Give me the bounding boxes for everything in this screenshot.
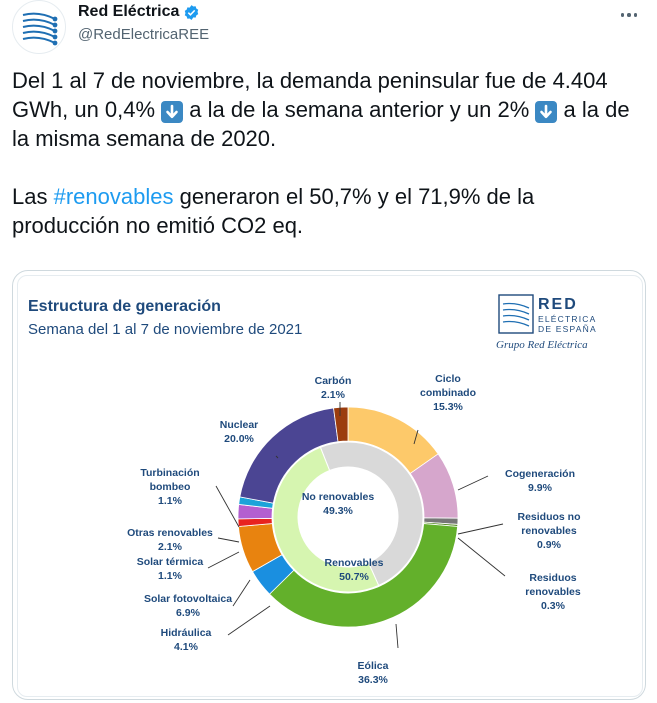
value-turbinacion-bombeo: 1.1%: [158, 495, 183, 507]
leader-line-turbinacion-bombeo: [215, 485, 240, 528]
label-carbon: Carbón: [315, 375, 352, 387]
leader-line-eolica: [395, 623, 399, 649]
ree-grid-icon: [498, 294, 534, 334]
leader-line-ciclo-combinado: [413, 429, 419, 445]
logo-text-red: RED: [538, 296, 578, 313]
name-line: Red Eléctrica: [78, 3, 200, 21]
label-turbinacion-bombeo-line2: bombeo: [150, 481, 191, 493]
ree-logo-icon: [22, 12, 58, 46]
leader-line-cogeneracion: [457, 475, 489, 491]
value-otras-renovables: 2.1%: [158, 541, 183, 553]
inner-label-renovables: Renovables: [325, 557, 384, 569]
label-residuos-no-renovables-line2: renovables: [521, 525, 577, 537]
slice-eolica: [268, 523, 459, 628]
inner-value-renovables: 50.7%: [339, 571, 369, 583]
tweet-header: Red Eléctrica @RedElectricaREE: [12, 0, 645, 56]
slice-carbon: [333, 406, 349, 443]
avatar[interactable]: [12, 0, 66, 54]
label-nuclear: Nuclear: [220, 419, 259, 431]
label-residuos-renovables-line1: Residuos: [529, 572, 576, 584]
value-cogeneracion: 9.9%: [528, 482, 553, 494]
leader-line-nuclear: [275, 455, 279, 459]
label-residuos-no-renovables-line1: Residuos no: [517, 511, 580, 523]
donut-chart: No renovables 49.3% Renovables 50.7% Ciclo co…: [127, 373, 581, 686]
ree-brand-logo: RED ELÉCTRICA DE ESPAÑA Grupo Red Eléctr…: [496, 290, 636, 351]
slice-inner-renovables: [272, 446, 380, 593]
down-arrow-icon: [161, 101, 184, 123]
tweet-text-segment: a la de la misma semana de 2020.: [12, 97, 630, 151]
label-residuos-renovables-line2: renovables: [525, 586, 581, 598]
chart-title: Estructura de generación: [28, 298, 221, 315]
label-otras-renovables: Otras renovables: [127, 527, 213, 539]
value-residuos-renovables: 0.3%: [541, 600, 566, 612]
label-cogeneracion: Cogeneración: [505, 468, 575, 480]
slice-inner-no-renovables: [319, 441, 424, 587]
display-name[interactable]: Red Eléctrica: [78, 3, 180, 20]
leader-line-residuos-renovables: [457, 537, 506, 577]
label-solar-fotovoltaica: Solar fotovoltaica: [144, 593, 232, 605]
label-ciclo-combinado-line2: combinado: [420, 387, 476, 399]
tweet-paragraph-1: Del 1 al 7 de noviembre, la demanda peni…: [12, 66, 642, 153]
tweet-media[interactable]: Estructura de generación Semana del 1 al…: [12, 270, 646, 700]
value-solar-termica: 1.1%: [158, 570, 183, 582]
down-arrow-icon: [535, 101, 558, 123]
value-ciclo-combinado: 15.3%: [433, 401, 463, 413]
value-eolica: 36.3%: [358, 674, 388, 686]
leader-line-otras-renovables: [217, 537, 240, 543]
tweet-text-segment: Las: [12, 184, 54, 209]
value-residuos-no-renovables: 0.9%: [537, 539, 562, 551]
leader-line-residuos-no-renovables: [457, 523, 504, 535]
label-turbinacion-bombeo-line1: Turbinación: [140, 467, 199, 479]
value-hidraulica: 4.1%: [174, 641, 199, 653]
hashtag-link[interactable]: #renovables: [53, 184, 174, 209]
value-nuclear: 20.0%: [224, 433, 254, 445]
tweet-text: Del 1 al 7 de noviembre, la demanda peni…: [12, 66, 642, 240]
leader-line-solar-termica: [207, 551, 240, 569]
inner-label-no-renovables: No renovables: [302, 491, 375, 503]
handle[interactable]: @RedElectricaREE: [78, 26, 210, 43]
label-eolica: Eólica: [358, 660, 389, 672]
inner-value-no-renovables: 49.3%: [323, 505, 353, 517]
label-hidraulica: Hidráulica: [161, 627, 212, 639]
tweet-text-segment: Del 1 al 7 de noviembre, la demanda peni…: [12, 68, 608, 122]
logo-text-electrica: ELÉCTRICA: [538, 314, 597, 324]
more-options-icon[interactable]: [617, 4, 641, 26]
tweet-text-segment: a la de la semana anterior y un 2%: [183, 97, 536, 122]
chart-card: Estructura de generación Semana del 1 al…: [17, 275, 643, 697]
logo-group-text: Grupo Red Eléctrica: [496, 339, 588, 351]
chart-subtitle: Semana del 1 al 7 de noviembre de 2021: [28, 321, 303, 338]
value-solar-fotovoltaica: 6.9%: [176, 607, 201, 619]
label-solar-termica: Solar térmica: [137, 556, 204, 568]
verified-badge-icon: [185, 4, 199, 20]
label-ciclo-combinado-line1: Ciclo: [435, 373, 461, 385]
tweet-text-segment: generaron el 50,7% y el 71,9% de la prod…: [12, 184, 535, 238]
tweet-paragraph-2: Las #renovables generaron el 50,7% y el …: [12, 182, 642, 240]
leader-line-hidraulica: [227, 605, 271, 636]
leader-line-solar-fotovoltaica: [232, 579, 251, 607]
logo-text-espana: DE ESPAÑA: [538, 324, 597, 334]
value-carbon: 2.1%: [321, 389, 346, 401]
